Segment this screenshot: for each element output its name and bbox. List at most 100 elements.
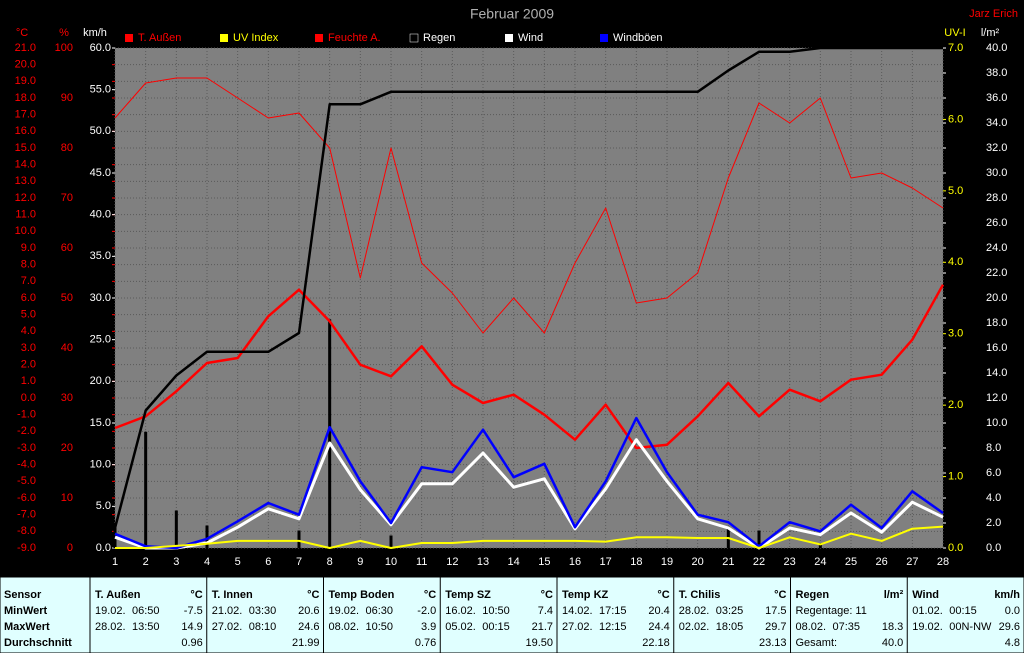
y-tick-label: 24.0 [986,242,1007,254]
y-tick-label: 14.0 [15,159,36,171]
row-label: MinWert [4,605,48,617]
y-tick-label: 18.0 [15,92,36,104]
y-tick-label: 0.0 [986,542,1001,554]
legend-swatch [125,34,133,42]
x-tick-label: 14 [508,556,520,568]
cell-text: 02.02. [679,621,710,633]
y-tick-label: 50.0 [90,125,111,137]
cell-text: Gesamt: [796,637,838,649]
cell-text: 05.02. [445,621,476,633]
y-tick-label: 4.0 [21,325,36,337]
x-tick-label: 23 [784,556,796,568]
cell-text: 14.02. [562,605,593,617]
y-tick-label: 8.0 [986,442,1001,454]
cell-value: -7.5 [184,605,203,617]
cell-text: 27.02. [212,621,243,633]
cell-text: 27.02. [562,621,593,633]
y-tick-label: 16.0 [986,342,1007,354]
bar [757,530,761,548]
cell-value: 7.4 [538,605,553,617]
cell-text: 19.02. [329,605,360,617]
x-tick-label: 9 [357,556,363,568]
cell-value: 29.7 [765,621,786,633]
legend-label: T. Außen [138,32,181,44]
legend-swatch [220,34,228,42]
y-tick-label: 7.0 [948,42,963,54]
y-tick-label: 0 [67,542,73,554]
column-name: T. Außen [95,589,141,601]
cell-text: 10:50 [482,605,510,617]
y-tick-label: 20.0 [90,375,111,387]
column-unit: °C [424,589,436,601]
cell-value: -2.0 [417,605,436,617]
y-tick-label: 8.0 [21,259,36,271]
legend-label: Feuchte A. [328,32,381,44]
bar [205,525,209,548]
y-tick-label: 22.0 [986,267,1007,279]
cell-value: 20.4 [648,605,669,617]
column-unit: °C [307,589,319,601]
y-tick-label: 14.0 [986,367,1007,379]
x-tick-label: 26 [876,556,888,568]
y-tick-label: 90 [61,92,73,104]
cell-text: 03:30 [249,605,277,617]
cell-value: 21.99 [292,637,320,649]
y-tick-label: 40.0 [986,42,1007,54]
y-tick-label: 18.0 [986,317,1007,329]
x-tick-label: 2 [143,556,149,568]
x-tick-label: 24 [814,556,826,568]
y-tick-label: 4.0 [948,256,963,268]
axis-label: UV-I [944,27,965,39]
y-tick-label: 70 [61,192,73,204]
y-tick-label: 1.0 [948,470,963,482]
axis-label: °C [16,27,28,39]
cell-value: 0.76 [415,637,436,649]
y-tick-label: 60 [61,242,73,254]
y-tick-label: 0.0 [948,542,963,554]
y-tick-label: 40.0 [90,209,111,221]
y-tick-label: 15.0 [15,142,36,154]
y-tick-label: -6.0 [17,492,36,504]
table-header: Sensor [4,589,42,601]
column-name: Wind [912,589,939,601]
y-tick-label: 10.0 [15,225,36,237]
y-tick-label: 10.0 [986,417,1007,429]
y-tick-label: 2.0 [21,359,36,371]
cell-value: 23.13 [759,637,787,649]
y-tick-label: 19.0 [15,75,36,87]
x-tick-label: 1 [112,556,118,568]
cell-value: 18.3 [882,621,903,633]
cell-text: 18:05 [716,621,744,633]
x-tick-label: 15 [538,556,550,568]
cell-text: 10:50 [366,621,394,633]
cell-text: 08.02. [329,621,360,633]
y-tick-label: 34.0 [986,117,1007,129]
bar [328,319,332,548]
y-tick-label: 32.0 [986,142,1007,154]
x-tick-label: 16 [569,556,581,568]
legend-swatch [505,34,513,42]
column-name: Temp KZ [562,589,609,601]
legend-swatch [315,34,323,42]
legend-swatch [600,34,608,42]
y-tick-label: -7.0 [17,509,36,521]
axis-label: l/m² [981,27,1000,39]
y-tick-label: 0.0 [96,542,111,554]
y-tick-label: 10 [61,492,73,504]
series-line [114,77,944,334]
cell-text: 08.02. [796,621,827,633]
y-tick-label: 13.0 [15,175,36,187]
x-tick-label: 25 [845,556,857,568]
y-tick-label: 20.0 [986,292,1007,304]
y-tick-label: 2.0 [948,399,963,411]
y-tick-label: 15.0 [90,417,111,429]
y-tick-label: 17.0 [15,109,36,121]
y-tick-label: 25.0 [90,334,111,346]
cell-value: 17.5 [765,605,786,617]
y-tick-label: 5.0 [96,500,111,512]
x-tick-label: 22 [753,556,765,568]
y-tick-label: 35.0 [90,250,111,262]
y-tick-label: 1.0 [21,375,36,387]
cell-text: 28.02. [679,605,710,617]
cell-text: 06:30 [366,605,394,617]
